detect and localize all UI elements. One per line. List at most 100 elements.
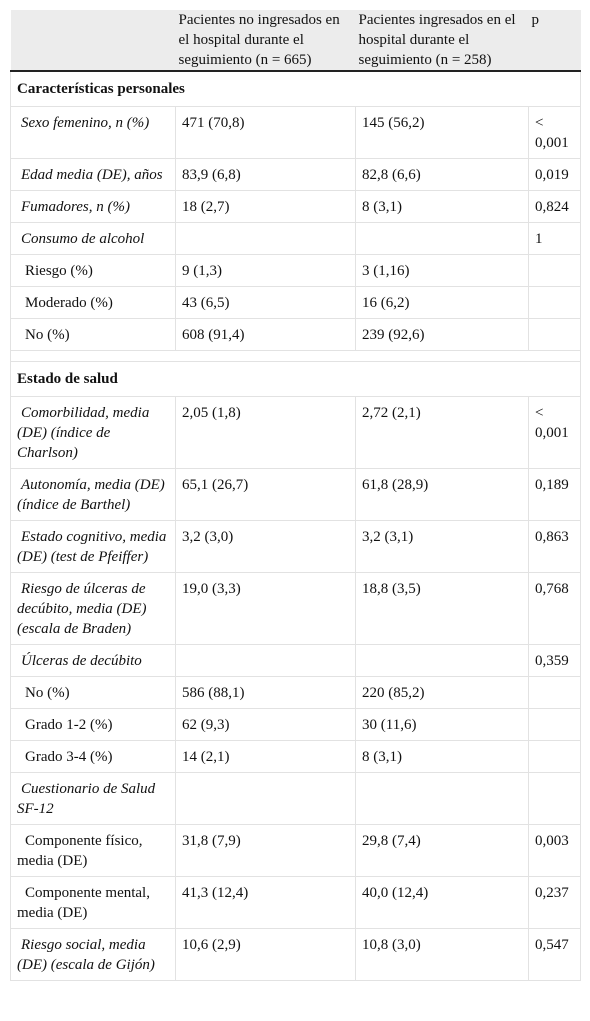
table-row: Estado cognitivo, media (DE) (test de Pf…: [10, 520, 581, 573]
table-cell: 41,3 (12,4): [175, 876, 356, 929]
row-label: Úlceras de decúbito: [10, 644, 176, 677]
table-body: Características personales Sexo femenino,…: [10, 70, 581, 981]
table-row: Sexo femenino, n (%) 471 (70,8) 145 (56,2)…: [10, 106, 581, 159]
table-row: Riesgo social, media (DE) (escala de Gij…: [10, 928, 581, 981]
row-label: Componente mental, media (DE): [10, 876, 176, 929]
table-cell: 29,8 (7,4): [355, 824, 529, 877]
table-row: Cuestionario de Salud SF-12: [10, 772, 581, 825]
table-row: Comorbilidad, media (DE) (índice de Char…: [10, 396, 581, 469]
table-cell: [175, 644, 356, 677]
table-cell: 0,019: [528, 158, 581, 191]
table-row: No (%) 608 (91,4) 239 (92,6): [10, 318, 581, 351]
row-label: Grado 3-4 (%): [10, 740, 176, 773]
table-row: Riesgo (%) 9 (1,3) 3 (1,16): [10, 254, 581, 287]
header-cell: p: [528, 10, 581, 72]
table-cell: [528, 676, 581, 709]
row-label: Componente físico, media (DE): [10, 824, 176, 877]
row-label: Consumo de alcohol: [10, 222, 176, 255]
row-label: Riesgo social, media (DE) (escala de Gij…: [10, 928, 176, 981]
table-header: Pacientes no ingresados en el hospital d…: [10, 10, 581, 72]
table-cell: [355, 222, 529, 255]
table-cell: 10,8 (3,0): [355, 928, 529, 981]
table-cell: 0,359: [528, 644, 581, 677]
row-label: No (%): [10, 318, 176, 351]
table-cell: 18,8 (3,5): [355, 572, 529, 645]
table-cell: 31,8 (7,9): [175, 824, 356, 877]
table-row: Úlceras de decúbito 0,359: [10, 644, 581, 677]
table-cell: 3 (1,16): [355, 254, 529, 287]
header-cell: [10, 10, 176, 72]
row-label: Autonomía, media (DE) (índice de Barthel…: [10, 468, 176, 521]
table-row: Riesgo de úlceras de decúbito, media (DE…: [10, 572, 581, 645]
table-cell: 65,1 (26,7): [175, 468, 356, 521]
table-cell: 8 (3,1): [355, 190, 529, 223]
table-row: Grado 3-4 (%) 14 (2,1) 8 (3,1): [10, 740, 581, 773]
table-cell: 471 (70,8): [175, 106, 356, 159]
table-cell: 0,547: [528, 928, 581, 981]
row-label: Moderado (%): [10, 286, 176, 319]
header-row: Pacientes no ingresados en el hospital d…: [10, 10, 581, 72]
table-cell: [175, 222, 356, 255]
table-cell: 2,72 (2,1): [355, 396, 529, 469]
table-row: No (%) 586 (88,1) 220 (85,2): [10, 676, 581, 709]
table-cell: 3,2 (3,1): [355, 520, 529, 573]
table-cell: 239 (92,6): [355, 318, 529, 351]
row-label: Edad media (DE), años: [10, 158, 176, 191]
table-row: Grado 1-2 (%) 62 (9,3) 30 (11,6): [10, 708, 581, 741]
row-label: Comorbilidad, media (DE) (índice de Char…: [10, 396, 176, 469]
row-label: Fumadores, n (%): [10, 190, 176, 223]
spacer-row: [10, 350, 581, 362]
header-cell: Pacientes ingresados en el hospital dura…: [355, 10, 529, 72]
table-row: Autonomía, media (DE) (índice de Barthel…: [10, 468, 581, 521]
row-label: Riesgo (%): [10, 254, 176, 287]
table-cell: 9 (1,3): [175, 254, 356, 287]
table-cell: 30 (11,6): [355, 708, 529, 741]
section-title: Características personales: [10, 70, 581, 107]
section-row: Estado de salud: [10, 361, 581, 397]
table-cell: 10,6 (2,9): [175, 928, 356, 981]
table-cell: [528, 318, 581, 351]
table-cell: < 0,001: [528, 396, 581, 469]
table-cell: 1: [528, 222, 581, 255]
row-label: No (%): [10, 676, 176, 709]
table-cell: [175, 772, 356, 825]
table-cell: [355, 644, 529, 677]
table-cell: 145 (56,2): [355, 106, 529, 159]
table-row: Componente mental, media (DE) 41,3 (12,4)…: [10, 876, 581, 929]
table-cell: 14 (2,1): [175, 740, 356, 773]
table-cell: [355, 772, 529, 825]
table-cell: 0,237: [528, 876, 581, 929]
table-row: Edad media (DE), años 83,9 (6,8) 82,8 (6,6…: [10, 158, 581, 191]
table-cell: 0,768: [528, 572, 581, 645]
row-label: Grado 1-2 (%): [10, 708, 176, 741]
table-row: Moderado (%) 43 (6,5) 16 (6,2): [10, 286, 581, 319]
table-cell: [528, 772, 581, 825]
table-cell: 8 (3,1): [355, 740, 529, 773]
table-cell: 82,8 (6,6): [355, 158, 529, 191]
table-cell: [528, 254, 581, 287]
table-cell: 3,2 (3,0): [175, 520, 356, 573]
table-cell: 18 (2,7): [175, 190, 356, 223]
table-row: Componente físico, media (DE) 31,8 (7,9) 2…: [10, 824, 581, 877]
table-cell: 43 (6,5): [175, 286, 356, 319]
table-cell: 19,0 (3,3): [175, 572, 356, 645]
table-cell: 586 (88,1): [175, 676, 356, 709]
table-cell: < 0,001: [528, 106, 581, 159]
table-cell: [528, 708, 581, 741]
table-cell: 0,189: [528, 468, 581, 521]
row-label: Sexo femenino, n (%): [10, 106, 176, 159]
table-cell: 61,8 (28,9): [355, 468, 529, 521]
table-cell: 62 (9,3): [175, 708, 356, 741]
row-label: Riesgo de úlceras de decúbito, media (DE…: [10, 572, 176, 645]
row-label: Estado cognitivo, media (DE) (test de Pf…: [10, 520, 176, 573]
table-cell: 40,0 (12,4): [355, 876, 529, 929]
header-cell: Pacientes no ingresados en el hospital d…: [175, 10, 356, 72]
table-cell: 2,05 (1,8): [175, 396, 356, 469]
table-cell: 0,003: [528, 824, 581, 877]
table-cell: [528, 286, 581, 319]
table-cell: [528, 740, 581, 773]
table-row: Fumadores, n (%) 18 (2,7) 8 (3,1) 0,824: [10, 190, 581, 223]
data-table: Pacientes no ingresados en el hospital d…: [10, 10, 581, 981]
section-row: Características personales: [10, 70, 581, 107]
table-cell: 16 (6,2): [355, 286, 529, 319]
